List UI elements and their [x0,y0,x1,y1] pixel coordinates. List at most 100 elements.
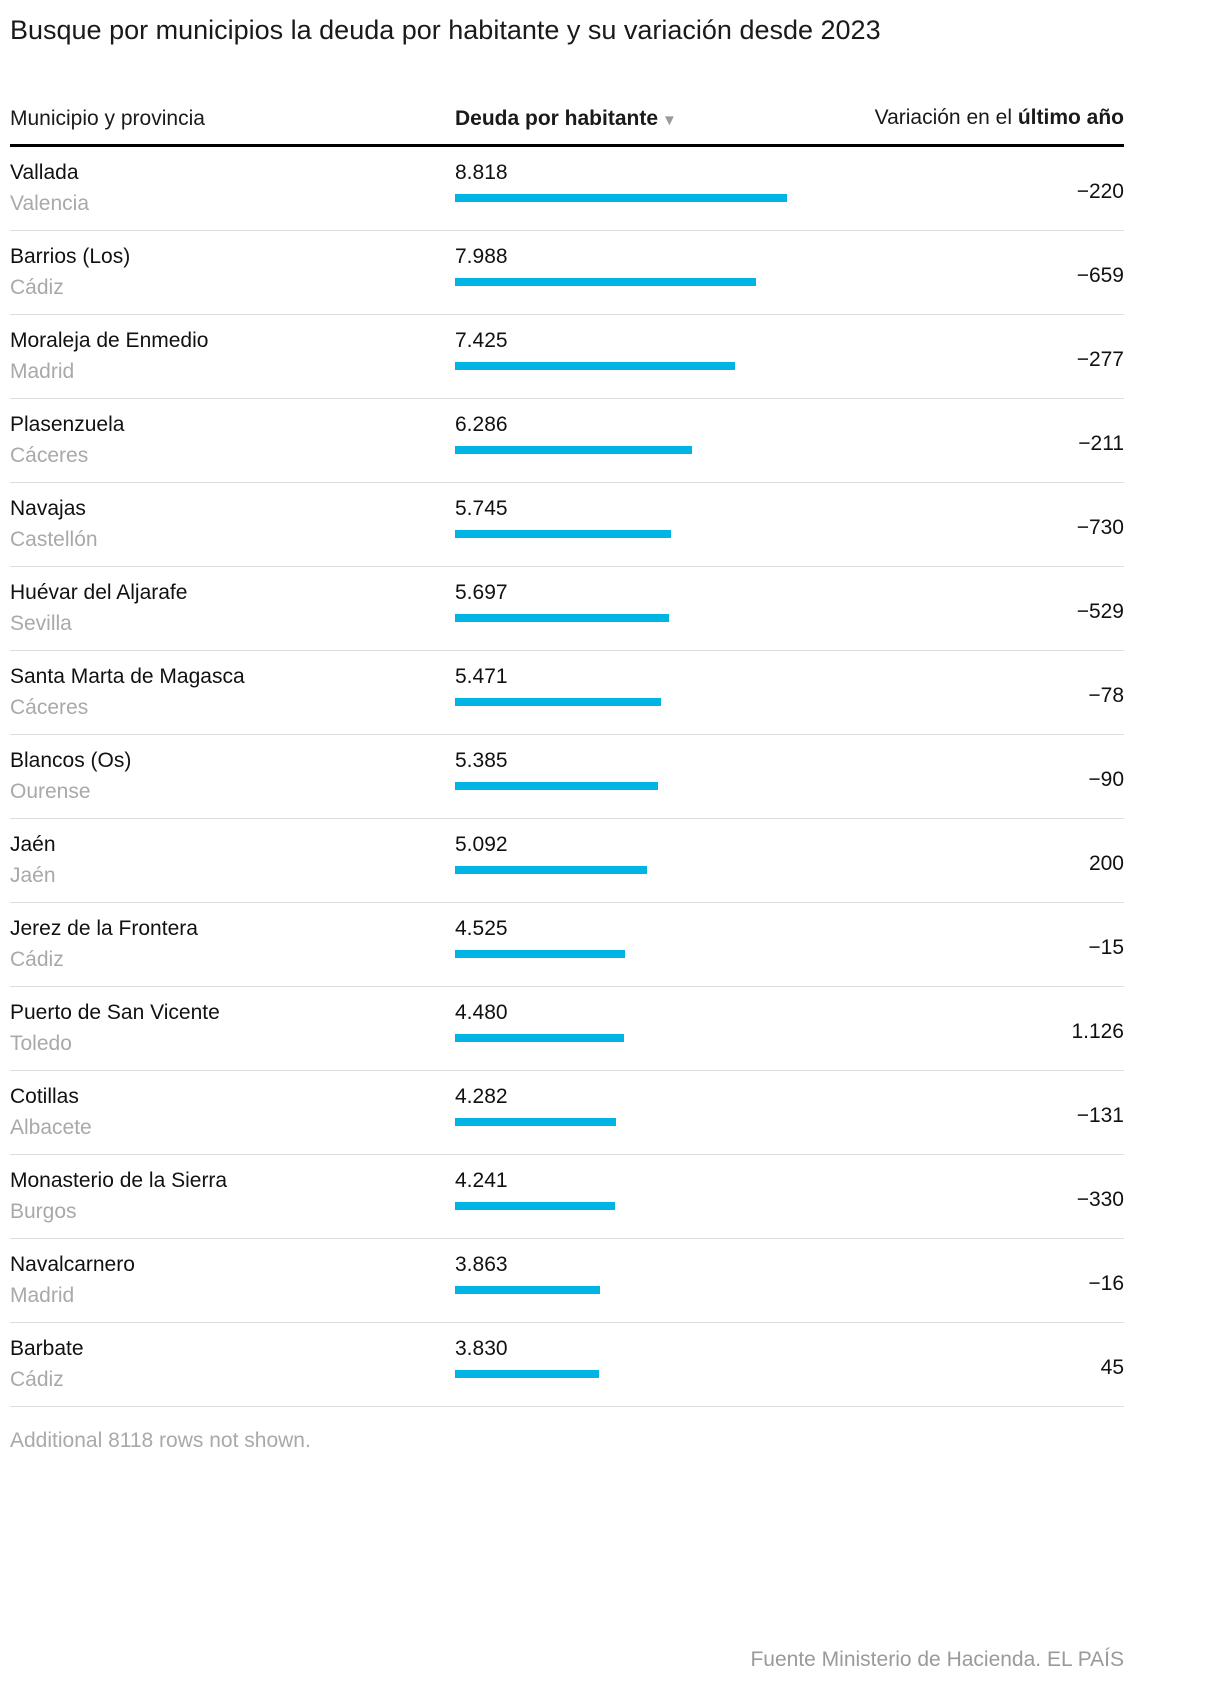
deuda-value: 7.425 [455,329,508,353]
table-row: Navajas Castellón 5.745 −730 [10,483,1124,568]
variacion-value: −659 [1076,263,1124,287]
variacion-value: −330 [1076,1187,1124,1211]
variacion-value: −529 [1076,599,1124,623]
table-row: Plasenzuela Cáceres 6.286 −211 [10,399,1124,484]
deuda-cell: 3.863 [455,1251,874,1322]
municipio-name: Barrios (Los) [10,245,131,269]
provincia-name: Ourense [10,780,91,804]
deuda-bar [455,1286,600,1295]
variacion-value: −131 [1076,1103,1124,1127]
deuda-cell: 4.525 [455,915,874,986]
municipio-cell: Puerto de San Vicente Toledo [10,999,455,1070]
deuda-cell: 5.697 [455,579,874,650]
deuda-bar [455,362,735,371]
municipio-cell: Moraleja de Enmedio Madrid [10,327,455,398]
variacion-value: −211 [1078,431,1124,455]
deuda-cell: 8.818 [455,159,874,230]
deuda-cell: 4.282 [455,1083,874,1154]
deuda-bar [455,950,625,959]
table-row: Moraleja de Enmedio Madrid 7.425 −277 [10,315,1124,400]
municipio-cell: Plasenzuela Cáceres [10,411,455,482]
col-header-variacion-bold: último año [1017,105,1124,129]
table-row: Puerto de San Vicente Toledo 4.480 1.126 [10,987,1124,1072]
deuda-value: 5.385 [455,749,508,773]
deuda-cell: 5.745 [455,495,874,566]
provincia-name: Cádiz [10,1368,64,1392]
municipio-name: Huévar del Aljarafe [10,581,188,605]
col-header-deuda[interactable]: Deuda por habitante ▼ [455,105,874,132]
variacion-value: −730 [1076,515,1124,539]
provincia-name: Sevilla [10,612,72,636]
deuda-bar [455,446,692,455]
variacion-value: −220 [1076,179,1124,203]
provincia-name: Cádiz [10,948,64,972]
provincia-name: Cádiz [10,276,64,300]
deuda-bar [455,614,669,623]
col-header-variacion: Variación en el último año [874,104,1124,132]
municipio-name: Navajas [10,497,86,521]
municipio-cell: Huévar del Aljarafe Sevilla [10,579,455,650]
municipio-cell: Jerez de la Frontera Cádiz [10,915,455,986]
col-header-variacion-prefix: Variación en el [874,105,1018,129]
deuda-value: 4.241 [455,1169,508,1193]
deuda-cell: 5.385 [455,747,874,818]
municipio-cell: Jaén Jaén [10,831,455,902]
table-row: Jaén Jaén 5.092 200 [10,819,1124,904]
municipio-cell: Blancos (Os) Ourense [10,747,455,818]
municipio-cell: Navalcarnero Madrid [10,1251,455,1322]
deuda-bar [455,278,756,287]
col-header-deuda-label: Deuda por habitante [455,106,659,130]
table-row: Monasterio de la Sierra Burgos 4.241 −330 [10,1155,1124,1240]
variacion-value: −90 [1088,767,1124,791]
municipio-name: Puerto de San Vicente [10,1001,220,1025]
municipio-name: Plasenzuela [10,413,125,437]
municipio-name: Moraleja de Enmedio [10,329,209,353]
deuda-bar [455,698,661,707]
municipio-name: Monasterio de la Sierra [10,1169,228,1193]
provincia-name: Madrid [10,360,75,384]
table-row: Vallada Valencia 8.818 −220 [10,147,1124,232]
deuda-value: 7.988 [455,245,508,269]
provincia-name: Toledo [10,1032,72,1056]
municipio-name: Barbate [10,1337,84,1361]
variacion-value: −277 [1076,347,1124,371]
deuda-bar [455,1202,615,1211]
deuda-value: 5.697 [455,581,508,605]
deuda-value: 5.092 [455,833,508,857]
deuda-bar [455,1034,624,1043]
municipio-name: Vallada [10,161,79,185]
provincia-name: Madrid [10,1284,75,1308]
municipio-cell: Barrios (Los) Cádiz [10,243,455,314]
deuda-cell: 7.988 [455,243,874,314]
provincia-name: Castellón [10,528,98,552]
provincia-name: Burgos [10,1200,77,1224]
sort-desc-icon[interactable]: ▼ [662,111,677,129]
municipio-cell: Santa Marta de Magasca Cáceres [10,663,455,734]
provincia-name: Jaén [10,864,56,888]
additional-rows-note: Additional 8118 rows not shown. [10,1429,311,1453]
deuda-value: 4.480 [455,1001,508,1025]
deuda-value: 6.286 [455,413,508,437]
deuda-cell: 5.471 [455,663,874,734]
deuda-bar [455,194,787,203]
provincia-name: Cáceres [10,696,89,720]
deuda-bar [455,782,658,791]
deuda-cell: 7.425 [455,327,874,398]
provincia-name: Valencia [10,192,89,216]
municipio-cell: Navajas Castellón [10,495,455,566]
table-row: Navalcarnero Madrid 3.863 −16 [10,1239,1124,1324]
deuda-cell: 4.241 [455,1167,874,1238]
table-row: Santa Marta de Magasca Cáceres 5.471 −78 [10,651,1124,736]
deuda-cell: 3.830 [455,1335,874,1406]
variacion-value: 45 [1100,1355,1124,1379]
deuda-bar [455,1118,616,1127]
table-header: Municipio y provincia Deuda por habitant… [10,104,1124,148]
municipio-name: Cotillas [10,1085,79,1109]
deuda-cell: 6.286 [455,411,874,482]
source-credit: Fuente Ministerio de Hacienda. EL PAÍS [750,1648,1124,1671]
municipio-name: Blancos (Os) [10,749,132,773]
variacion-value: −15 [1088,935,1124,959]
deuda-bar [455,530,671,539]
municipio-cell: Monasterio de la Sierra Burgos [10,1167,455,1238]
table-body: Vallada Valencia 8.818 −220 Barrios (Los) Cád… [10,147,1124,1408]
